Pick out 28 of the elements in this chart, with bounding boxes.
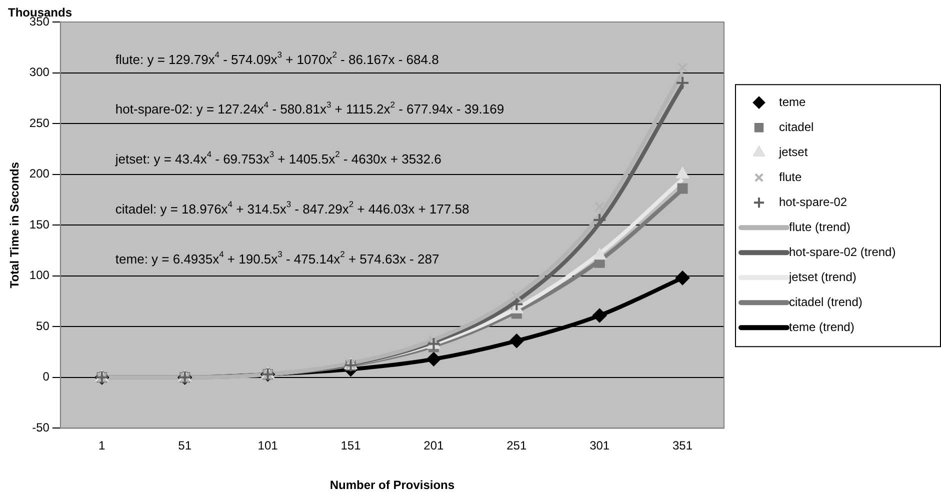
legend-label: hot-spare-02: [779, 194, 848, 209]
y-tick-label: 100: [29, 268, 50, 282]
legend-label: citadel: [779, 120, 814, 134]
legend-label: teme (trend): [789, 320, 854, 334]
legend-label: teme: [779, 94, 806, 109]
x-tick-label: 251: [506, 438, 527, 453]
y-tick-label: 300: [29, 65, 50, 80]
y-tick-label: -50: [32, 420, 50, 435]
x-axis-title: Number of Provisions: [330, 478, 455, 492]
y-tick-label: 150: [29, 217, 50, 232]
legend-label: flute (trend): [789, 220, 850, 234]
x-tick-label: 101: [258, 438, 278, 453]
x-tick-label: 351: [672, 438, 693, 453]
legend-label: jetset (trend): [788, 270, 856, 284]
y-tick-label: 50: [36, 318, 50, 333]
x-tick-label: 51: [178, 438, 192, 453]
y-axis-title: Total Time in Seconds: [8, 162, 22, 288]
legend-label: citadel (trend): [789, 294, 862, 309]
legend-label: hot-spare-02 (trend): [789, 244, 896, 259]
legend-label: flute: [779, 170, 802, 184]
y-tick-label: 250: [29, 116, 50, 130]
y-tick-label: 200: [29, 166, 50, 181]
legend-label: jetset: [778, 144, 808, 159]
y-tick-label: 0: [42, 370, 50, 384]
x-tick-label: 151: [340, 438, 362, 453]
x-tick-label: 301: [590, 438, 610, 453]
x-tick-label: 201: [424, 438, 444, 453]
x-tick-label: 1: [98, 438, 106, 453]
